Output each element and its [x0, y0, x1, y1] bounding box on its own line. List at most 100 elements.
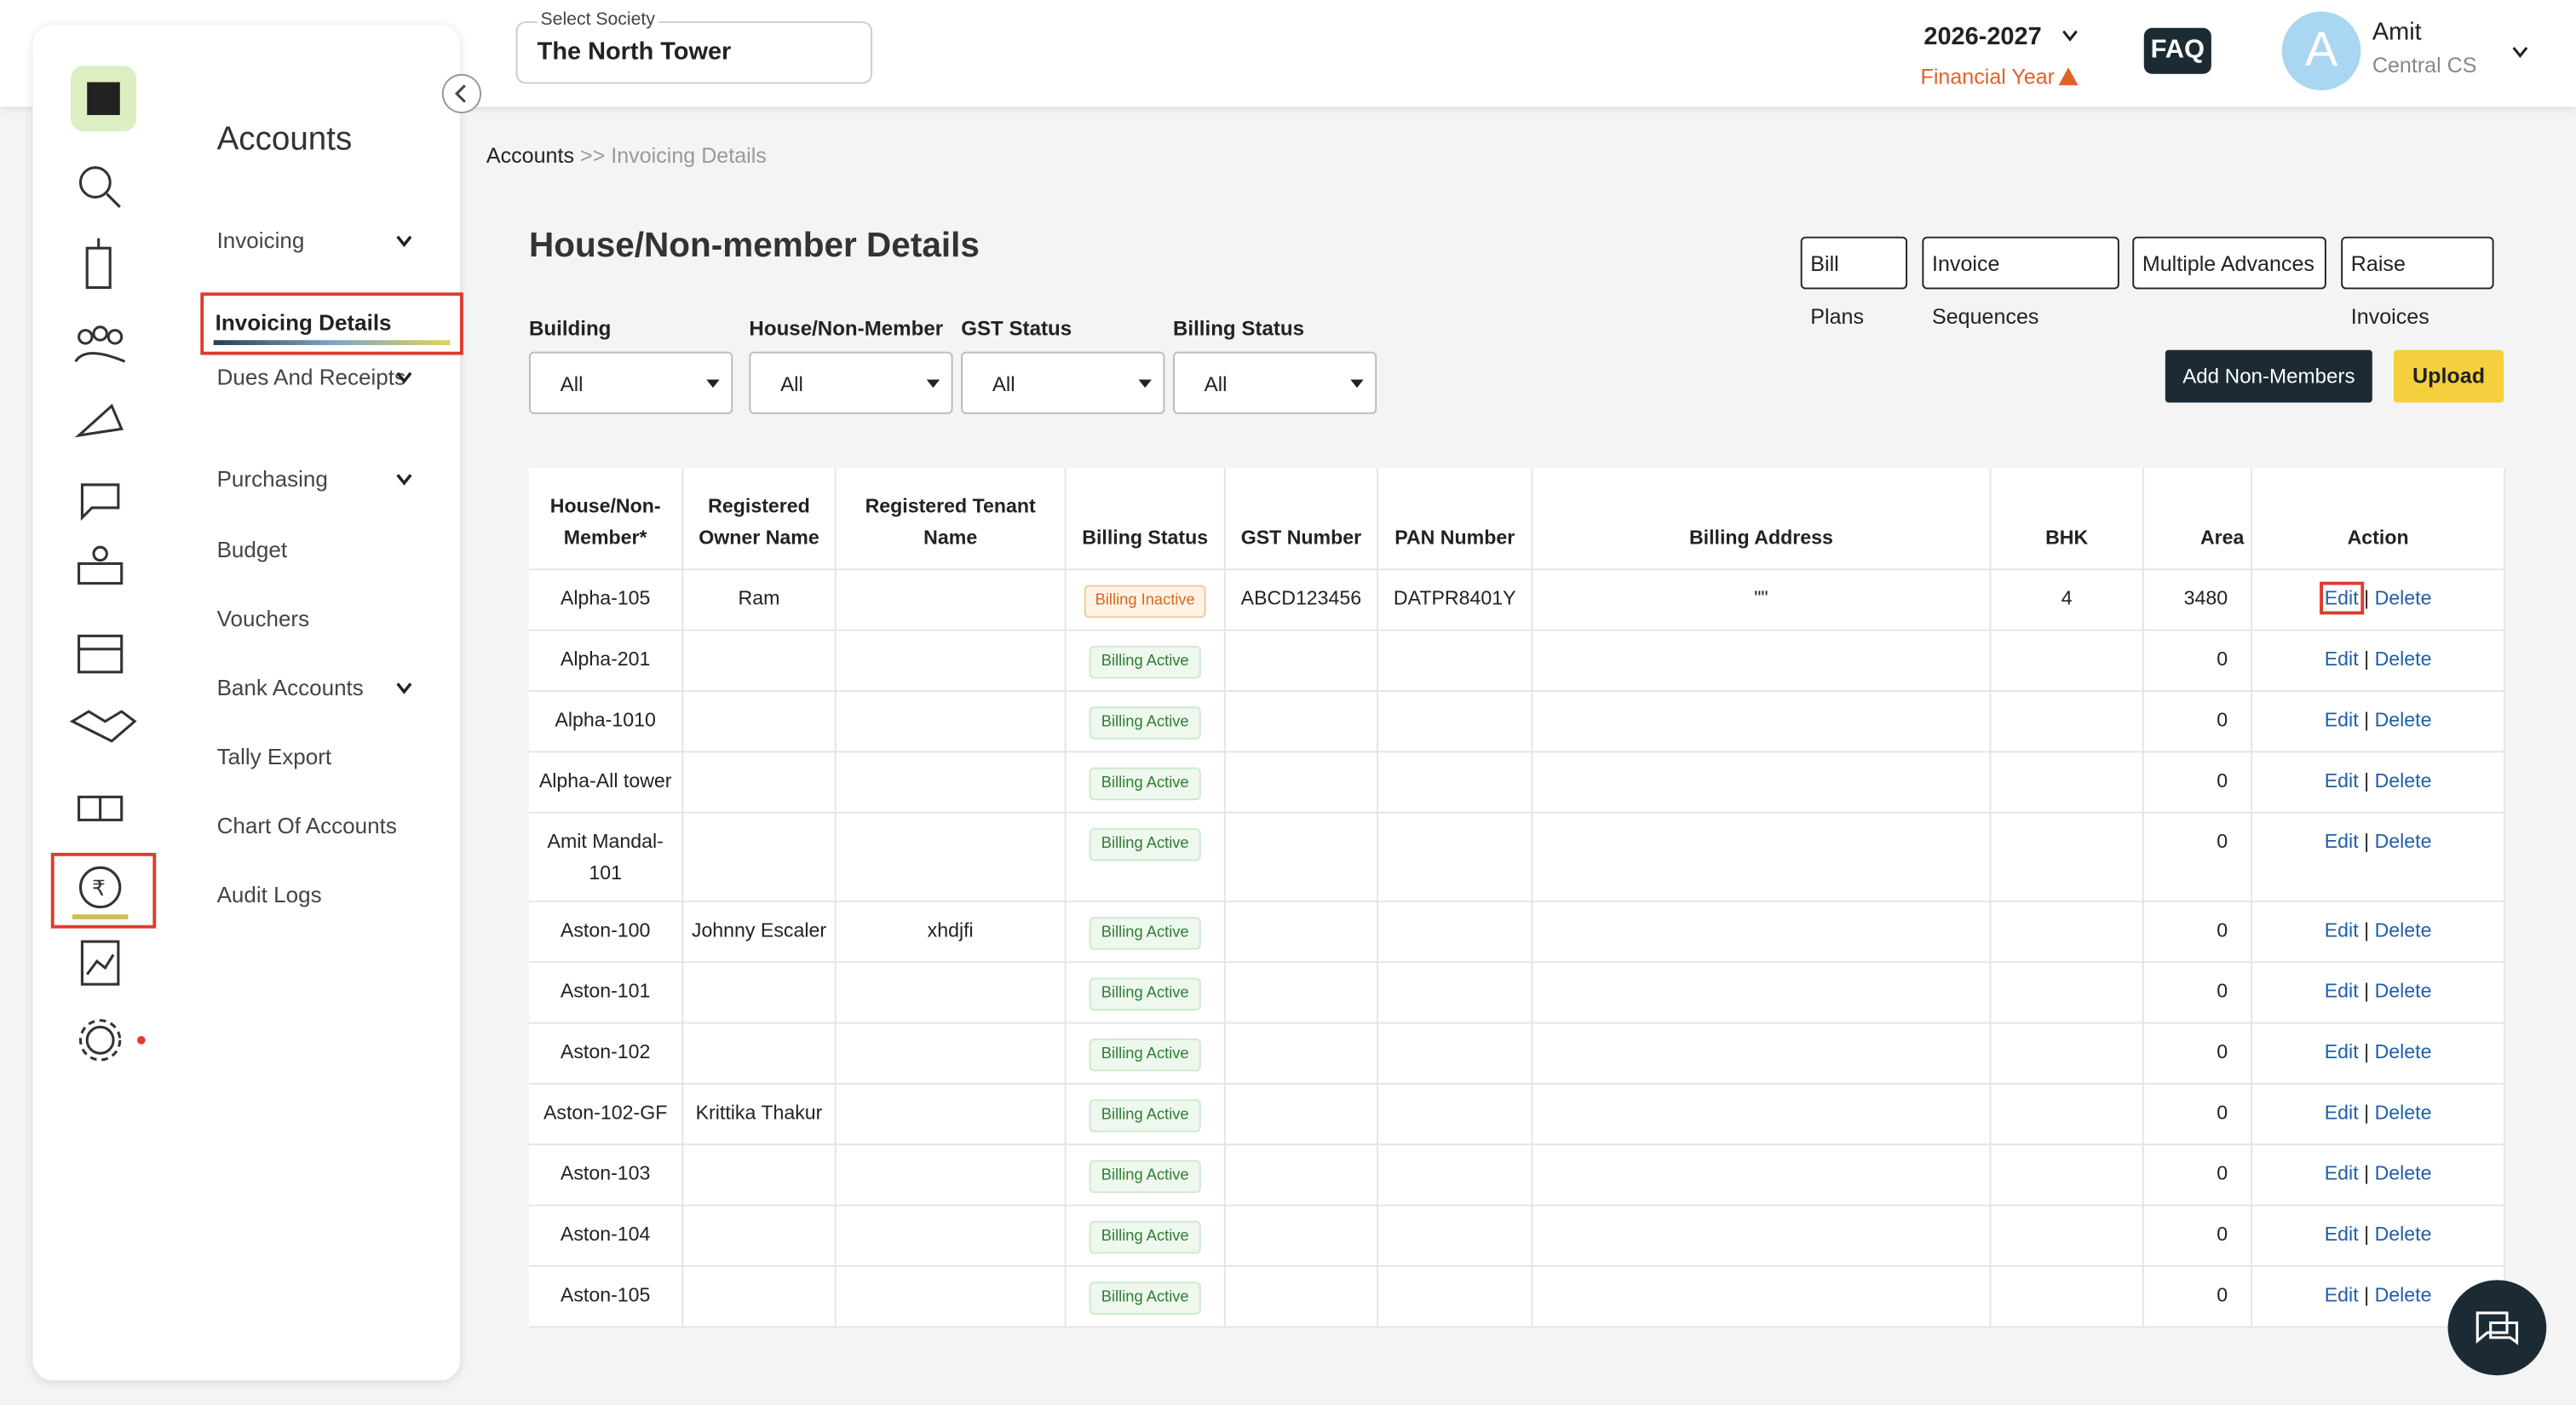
filter-select[interactable]: All	[528, 351, 733, 414]
delete-link[interactable]: Delete	[2374, 586, 2432, 610]
collapse-button[interactable]	[441, 73, 482, 114]
nav-item[interactable]: Vouchers	[217, 603, 439, 636]
table-cell: 0	[2142, 1205, 2253, 1267]
table-cell	[1532, 1205, 1992, 1267]
breadcrumb: Accounts >> Invoicing Details	[486, 143, 767, 168]
chat-button[interactable]	[2447, 1280, 2547, 1376]
filter-label: Building	[528, 317, 612, 341]
action-separator: |	[2364, 1283, 2370, 1307]
table-cell: Aston-105	[528, 1265, 684, 1328]
delete-link[interactable]: Delete	[2374, 708, 2432, 732]
table-cell	[1990, 962, 2144, 1024]
table-cell	[682, 962, 837, 1024]
edit-link[interactable]: Edit	[2324, 647, 2359, 671]
table-cell: 0	[2142, 690, 2253, 753]
table-cell: Billing Active	[1065, 812, 1226, 902]
faq-button[interactable]: FAQ	[2143, 27, 2211, 74]
table-cell	[682, 751, 837, 814]
action-button[interactable]: Raise Invoices	[2341, 236, 2494, 329]
action-button[interactable]: Multiple Advances	[2132, 236, 2326, 290]
year[interactable]: 2026-2027	[1923, 22, 2042, 51]
action-button[interactable]: Bill Plans	[1800, 236, 1908, 329]
edit-link[interactable]: Edit	[2324, 1283, 2359, 1307]
filter-label: Billing Status	[1172, 317, 1305, 341]
edit-link[interactable]: Edit	[2324, 1222, 2359, 1246]
page-title: House/Non-member Details	[528, 227, 980, 265]
table-row: Alpha-201 Billing Active 0 Edit | Delete	[528, 630, 2506, 692]
table-cell	[1990, 812, 2144, 902]
upload-button[interactable]: Upload	[2393, 349, 2504, 403]
table-cell: Aston-102	[528, 1022, 684, 1085]
table-cell	[835, 1265, 1067, 1328]
filter-select[interactable]: All	[961, 351, 1165, 414]
table-cell	[1224, 751, 1379, 814]
table-cell: Billing Active	[1065, 1265, 1226, 1328]
filter-select[interactable]: All	[749, 351, 953, 414]
nav-item[interactable]: Bank Accounts	[217, 672, 439, 705]
column-header: BHK	[1990, 468, 2144, 571]
table-cell: ABCD123456	[1224, 569, 1379, 631]
nav-item[interactable]: Tally Export	[217, 741, 439, 774]
table-cell	[835, 569, 1067, 631]
user-chevron[interactable]	[2510, 44, 2530, 60]
table-cell	[1224, 630, 1379, 692]
nav-item[interactable]: Dues And Receipts	[217, 361, 439, 394]
nav-item[interactable]: Purchasing	[217, 464, 439, 497]
action-button[interactable]: Invoice Sequences	[1922, 236, 2119, 329]
delete-link[interactable]: Delete	[2374, 829, 2432, 853]
table-cell	[1377, 1205, 1533, 1267]
delete-link[interactable]: Delete	[2374, 1283, 2432, 1307]
table-cell: 3480	[2142, 569, 2253, 631]
edit-link[interactable]: Edit	[2324, 1161, 2359, 1185]
column-header: Area	[2142, 468, 2253, 571]
action-cell: Edit | Delete	[2251, 1083, 2506, 1146]
filter-select[interactable]: All	[1172, 351, 1377, 414]
delete-link[interactable]: Delete	[2374, 1101, 2432, 1125]
nav-item[interactable]: Budget	[217, 534, 439, 567]
avatar[interactable]: A	[2281, 11, 2361, 91]
table-cell: Billing Active	[1065, 1083, 1226, 1146]
nav-label: Vouchers	[216, 606, 310, 631]
table-cell	[1532, 1022, 1992, 1085]
delete-link[interactable]: Delete	[2374, 1222, 2432, 1246]
table-cell	[1532, 1144, 1992, 1206]
nav-chevron	[396, 371, 412, 384]
table-cell	[1990, 1205, 2144, 1267]
table-cell	[1224, 1205, 1379, 1267]
edit-link[interactable]: Edit	[2320, 581, 2364, 615]
status-badge: Billing Active	[1090, 645, 1201, 679]
edit-link[interactable]: Edit	[2324, 1039, 2359, 1063]
edit-link[interactable]: Edit	[2324, 769, 2359, 792]
column-header: PAN Number	[1377, 468, 1533, 571]
nav-item[interactable]: Chart Of Accounts	[217, 810, 439, 844]
edit-link[interactable]: Edit	[2324, 1101, 2359, 1125]
breadcrumb-root[interactable]: Accounts	[486, 142, 575, 168]
delete-link[interactable]: Delete	[2374, 918, 2432, 942]
delete-link[interactable]: Delete	[2374, 647, 2432, 671]
table-cell: Billing Active	[1065, 901, 1226, 964]
delete-link[interactable]: Delete	[2374, 769, 2432, 792]
table-cell: Billing Active	[1065, 690, 1226, 753]
edit-link[interactable]: Edit	[2324, 829, 2359, 853]
add-button[interactable]: Add Non-Members	[2165, 349, 2372, 403]
action-separator: |	[2364, 979, 2370, 1003]
society-select[interactable]: Select Society The North Tower	[515, 9, 873, 84]
column-header: Registered Owner Name	[682, 468, 837, 571]
table-cell: Aston-104	[528, 1205, 684, 1267]
action-separator: |	[2364, 647, 2370, 671]
delete-link[interactable]: Delete	[2374, 1161, 2432, 1185]
nav-item[interactable]: Invoicing Details	[200, 292, 463, 355]
edit-link[interactable]: Edit	[2324, 979, 2359, 1003]
delete-link[interactable]: Delete	[2374, 1039, 2432, 1063]
table-cell	[682, 1022, 837, 1085]
nav-item[interactable]: Audit Logs	[217, 879, 439, 913]
delete-link[interactable]: Delete	[2374, 979, 2432, 1003]
status-badge: Billing Active	[1090, 1038, 1201, 1072]
column-header: Billing Address	[1532, 468, 1992, 571]
nav-item[interactable]: Invoicing	[217, 225, 439, 258]
table-cell: Johnny Escaler	[682, 901, 837, 964]
edit-link[interactable]: Edit	[2324, 708, 2359, 732]
filter-label: GST Status	[961, 317, 1072, 341]
status-badge: Billing Active	[1090, 977, 1201, 1011]
edit-link[interactable]: Edit	[2324, 918, 2359, 942]
